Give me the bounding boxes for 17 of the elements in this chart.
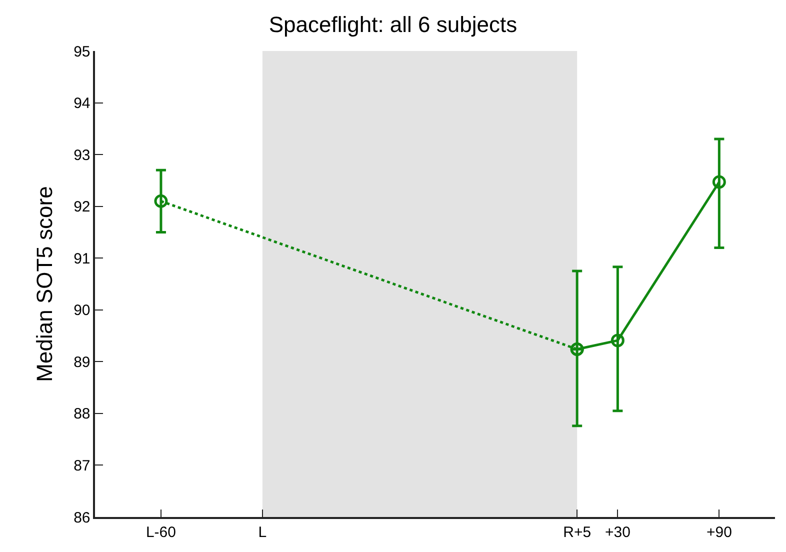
x-tick-label: R+5 <box>563 524 592 541</box>
y-tick-label: 94 <box>74 95 90 112</box>
x-tick-label: L-60 <box>146 524 176 541</box>
y-tick-label: 89 <box>74 354 90 371</box>
x-tick-label: +90 <box>706 524 732 541</box>
y-tick-label: 92 <box>74 198 90 216</box>
y-tick-label: 95 <box>74 43 90 60</box>
y-tick-label: 91 <box>74 250 90 268</box>
y-axis-title: Median SOT5 score <box>32 186 57 382</box>
chart-title: Spaceflight: all 6 subjects <box>268 12 518 37</box>
y-tick-label: 88 <box>74 406 90 423</box>
y-tick-label: 86 <box>74 509 90 526</box>
y-tick-label: 90 <box>74 302 90 320</box>
y-tick-label: 87 <box>74 457 90 474</box>
x-tick-label: L <box>258 524 267 541</box>
y-tick-label: 93 <box>74 146 90 164</box>
x-tick-label: +30 <box>604 524 630 541</box>
